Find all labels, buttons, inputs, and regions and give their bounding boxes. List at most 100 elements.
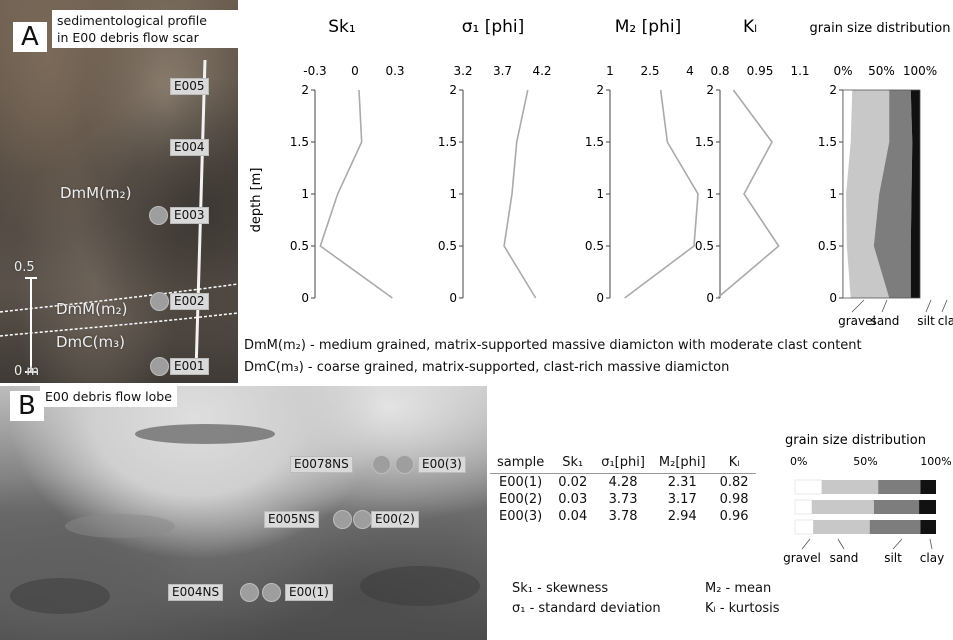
- y-tick-label: 0.5: [695, 239, 714, 253]
- grain-area-gravel: [843, 90, 853, 298]
- lobe-bar-gravel: [794, 499, 813, 515]
- table-cell: 0.03: [558, 492, 588, 507]
- x-tick-label: -0.3: [303, 64, 326, 78]
- sample-dot-e002: [150, 292, 169, 311]
- table-cell: E00(1): [499, 475, 543, 490]
- lobe-label-leader: [801, 538, 811, 550]
- profile-line: [624, 89, 699, 299]
- x-tick-label: 100%: [903, 64, 937, 78]
- x-tick-label: 1: [606, 64, 614, 78]
- unit-label-middle: DmM(m₂): [56, 300, 128, 318]
- table-cell: 3.17: [667, 492, 697, 507]
- grain-label-leader: [941, 299, 948, 313]
- lobe-label-leader: [837, 538, 845, 550]
- table-cell: 2.31: [667, 475, 697, 490]
- chart-title: σ₁ [phi]: [462, 17, 525, 37]
- profile-line: [716, 89, 780, 299]
- panel-b-caption: E00 debris flow lobe: [40, 386, 177, 407]
- abbr-skewness: Sk₁ - skewness: [512, 581, 609, 596]
- profile-photo: E005 E004 E003 E002 E001 DmM(m₂) DmM(m₂)…: [0, 0, 238, 383]
- legend-dmc: DmC(m₃) - coarse grained, matrix-support…: [244, 360, 730, 375]
- tag-e004ns: E004NS: [168, 584, 224, 601]
- panel-a-caption: sedimentological profile in E00 debris f…: [52, 10, 246, 48]
- lobe-dot-e002-b: [353, 510, 372, 529]
- lobe-x-tick-label: 100%: [920, 455, 951, 468]
- tag-e003: E003: [170, 207, 209, 224]
- lobe-bar-gravel: [794, 519, 814, 535]
- lobe-x-tick-label: 0%: [790, 455, 807, 468]
- tag-e001: E001: [170, 358, 209, 375]
- chart-title: Sk₁: [328, 17, 355, 37]
- unit-label-upper: DmM(m₂): [60, 184, 132, 202]
- table-cell: 4.28: [608, 475, 638, 490]
- y-tick-label: 0: [829, 291, 837, 305]
- x-tick-label: 4.2: [532, 64, 551, 78]
- lobe-grain-class-label: sand: [830, 551, 859, 565]
- depth-axis-label: depth [m]: [249, 168, 264, 233]
- lobe-x-tick-label: 50%: [853, 455, 877, 468]
- table-cell: 3.73: [608, 492, 638, 507]
- sample-dot-e001: [150, 357, 169, 376]
- table-cell: E00(2): [499, 492, 543, 507]
- grain-label-leader: [851, 299, 865, 313]
- table-header: Kₗ: [712, 452, 756, 474]
- table-row: E00(2) 0.03 3.73 3.17 0.98: [490, 491, 756, 508]
- panel-b-letter: B: [10, 391, 44, 421]
- lobe-grain-size-chart: grain size distribution 0% 50% 100% gravel sa…: [780, 428, 953, 588]
- y-tick-label: 0.5: [438, 239, 457, 253]
- y-tick-label: 0.5: [585, 239, 604, 253]
- y-tick-label: 0.5: [818, 239, 837, 253]
- lobe-bar-clay: [920, 520, 936, 534]
- grain-label-leader: [881, 299, 888, 313]
- tag-e004: E004: [170, 139, 209, 156]
- lobe-dot-e003-a: [372, 455, 391, 474]
- table-header: σ₁[phi]: [594, 452, 652, 474]
- panel-a-letter: A: [13, 22, 47, 52]
- x-tick-label: 0.3: [385, 64, 404, 78]
- chart-title: grain size distribution: [810, 21, 951, 36]
- lobe-dot-e001-b: [262, 583, 281, 602]
- y-tick-label: 2: [301, 83, 309, 97]
- lobe-bar-sand: [821, 480, 879, 494]
- grain-area-frame: [842, 89, 921, 299]
- grain-class-label: gravel: [838, 314, 876, 328]
- y-tick-label: 1: [706, 187, 714, 201]
- lobe-dot-e001-a: [240, 583, 259, 602]
- lobe-grain-class-label: gravel: [783, 551, 821, 565]
- y-tick-label: 2: [596, 83, 604, 97]
- depth-profile-charts: depth [m] Sk₁ -0.3 0 0.3 0 0.5 1 1.5 2 σ₁ [phi] 3.2…: [249, 17, 953, 328]
- table-cell: 3.78: [608, 509, 638, 524]
- lobe-bar-gravel: [794, 479, 823, 495]
- x-tick-label: 0.8: [710, 64, 729, 78]
- lobe-grain-size-svg: grain size distribution 0% 50% 100% gravel sa…: [783, 433, 952, 565]
- tag-e003-lobe: E00(3): [418, 456, 466, 473]
- x-tick-label: 0: [351, 64, 359, 78]
- table-header: M₂[phi]: [651, 452, 713, 474]
- grain-area-clay: [910, 90, 920, 298]
- x-tick-label: 3.2: [453, 64, 472, 78]
- sample-statistics-table: sample Sk₁ σ₁[phi] M₂[phi] Kₗ E00(1) 0.0…: [490, 452, 756, 525]
- tag-e005ns: E005NS: [264, 511, 320, 528]
- y-tick-label: 0: [596, 291, 604, 305]
- x-tick-label: 3.7: [493, 64, 512, 78]
- tag-e005: E005: [170, 78, 209, 95]
- x-tick-label: 1.1: [790, 64, 809, 78]
- profile-line: [503, 89, 537, 299]
- unit-label-lower: DmC(m₃): [56, 333, 125, 351]
- tag-e001-lobe: E00(1): [285, 584, 333, 601]
- lobe-label-leader: [892, 538, 903, 550]
- grain-area-sand: [846, 90, 890, 298]
- lobe-bar-clay: [919, 500, 936, 514]
- table-cell: 0.96: [719, 509, 749, 524]
- y-tick-label: 1.5: [695, 135, 714, 149]
- chart-title: M₂ [phi]: [615, 17, 681, 37]
- panel-a-charts: depth [m] Sk₁ -0.3 0 0.3 0 0.5 1 1.5 2 σ₁ [phi] 3.2…: [240, 0, 953, 335]
- grain-class-label: silt: [917, 314, 935, 328]
- lobe-texture: [10, 424, 480, 614]
- y-tick-label: 0: [449, 291, 457, 305]
- y-tick-label: 0: [301, 291, 309, 305]
- table-header: Sk₁: [551, 452, 595, 474]
- x-tick-label: 0%: [833, 64, 852, 78]
- lobe-bar-silt: [873, 500, 920, 514]
- profile-line: [319, 89, 393, 299]
